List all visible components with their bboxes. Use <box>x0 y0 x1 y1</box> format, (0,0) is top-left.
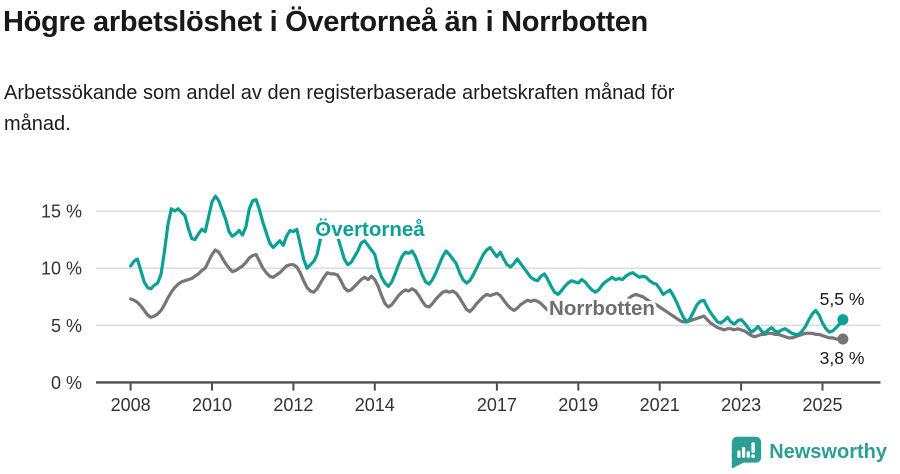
x-tick-label: 2017 <box>477 395 517 415</box>
chart-title: Högre arbetslöshet i Övertorneå än i Nor… <box>3 6 648 38</box>
x-tick-label: 2019 <box>558 395 598 415</box>
series-end-value-Övertorneå: 5,5 % <box>820 289 865 309</box>
x-tick-label: 2012 <box>273 395 313 415</box>
y-tick-label: 5 % <box>51 316 82 336</box>
chart-subtitle: Arbetssökande som andel av den registerb… <box>4 78 674 140</box>
series-end-dot-Övertorneå <box>837 314 849 326</box>
newsworthy-logo-icon <box>731 436 762 469</box>
series-line-Norrbotten <box>129 248 845 341</box>
x-tick-label: 2014 <box>355 395 395 415</box>
chart-subtitle-line-1: Arbetssökande som andel av den registerb… <box>4 82 675 104</box>
newsworthy-logo-text: Newsworthy <box>769 441 887 463</box>
x-tick-label: 2010 <box>192 395 232 415</box>
newsworthy-logo: Newsworthy <box>731 436 887 469</box>
series-label-Norrbotten: Norrbotten <box>549 297 655 320</box>
x-tick-label: 2021 <box>640 395 680 415</box>
series-line-Övertorneå <box>129 194 845 336</box>
series-end-dot-Norrbotten <box>837 333 849 345</box>
x-tick-label: 2023 <box>721 395 761 415</box>
chart-subtitle-line-2: månad. <box>4 113 71 135</box>
x-tick-label: 2025 <box>802 395 842 415</box>
series-end-value-Norrbotten: 3,8 % <box>820 348 865 368</box>
y-tick-label: 0 % <box>51 373 82 393</box>
series-label-Övertorneå: Övertorneå <box>315 218 425 241</box>
y-tick-label: 15 % <box>41 202 82 222</box>
x-tick-label: 2008 <box>111 395 151 415</box>
y-tick-label: 10 % <box>41 259 82 279</box>
